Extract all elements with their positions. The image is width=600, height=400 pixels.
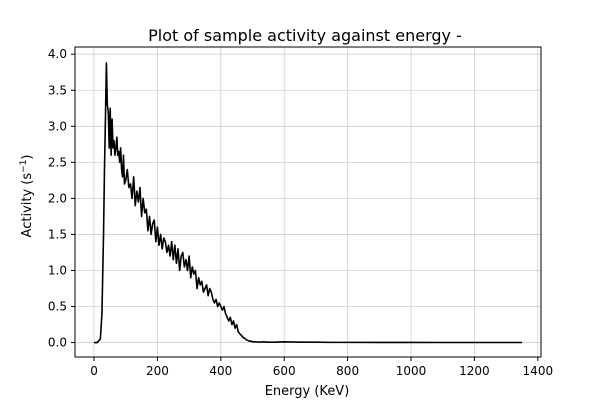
series-line-group	[94, 62, 522, 344]
y-tick-label: 0.5	[48, 300, 67, 314]
grid-lines	[75, 47, 541, 357]
x-tick-label: 0	[90, 364, 98, 378]
y-tick-label: 0.0	[48, 336, 67, 350]
y-tick-label: 2.0	[48, 191, 67, 205]
y-axis-label-base: Activity (s	[20, 173, 35, 238]
y-tick-label: 3.5	[48, 83, 67, 97]
x-tick-label: 1200	[459, 364, 490, 378]
y-tick-label: 2.5	[48, 155, 67, 169]
series-line	[94, 62, 522, 344]
x-tick-label: 200	[146, 364, 169, 378]
plot-frame	[74, 46, 542, 358]
x-axis-label: Energy (KeV)	[265, 384, 350, 399]
x-tick-label: 1400	[523, 364, 554, 378]
y-axis-label-superscript: −1	[19, 160, 29, 173]
y-axis-label-close: )	[20, 155, 35, 160]
x-tick-label: 600	[273, 364, 296, 378]
x-tick-label: 1000	[396, 364, 427, 378]
x-tick-label: 400	[209, 364, 232, 378]
y-tick-label: 1.5	[48, 227, 67, 241]
x-axis-ticks: 0 200 400 600 800 1000 1200 1400	[90, 357, 553, 378]
chart-title: Plot of sample activity against energy -	[148, 26, 462, 45]
y-axis-label: Activity (s−1)	[19, 155, 35, 238]
y-tick-label: 3.0	[48, 119, 67, 133]
y-tick-label: 4.0	[48, 47, 67, 61]
x-tick-label: 800	[336, 364, 359, 378]
y-axis-ticks: 0.0 0.5 1.0 1.5 2.0 2.5 3.0 3.5 4.0	[48, 47, 75, 350]
y-tick-label: 1.0	[48, 263, 67, 277]
